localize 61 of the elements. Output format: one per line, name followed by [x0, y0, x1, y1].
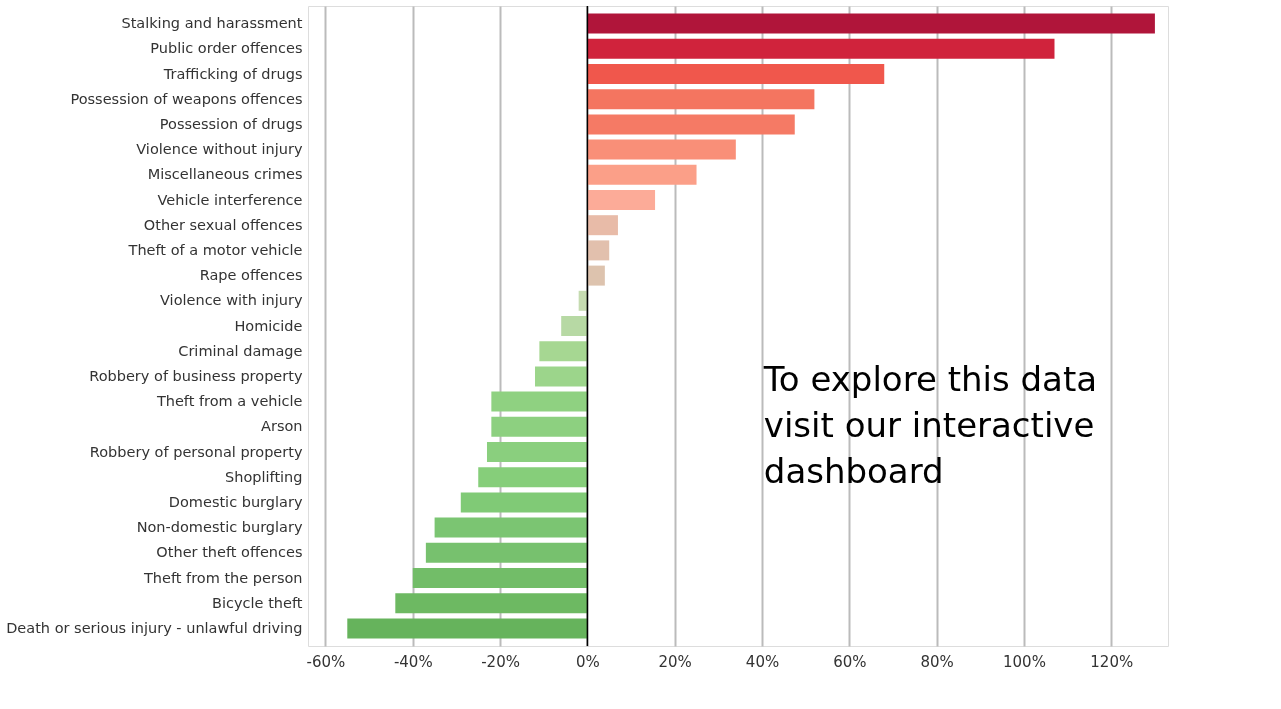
- y-tick-label: Arson: [261, 418, 303, 435]
- x-tick-label: 60%: [833, 652, 867, 671]
- x-tick-label: -20%: [481, 652, 520, 671]
- bar: [486, 442, 588, 462]
- y-tick-label: Miscellaneous crimes: [147, 166, 303, 183]
- bar: [425, 542, 588, 563]
- bar: [587, 139, 736, 160]
- bar: [460, 492, 588, 513]
- bar: [587, 64, 885, 84]
- bar: [587, 38, 1055, 59]
- x-tick-label: 20%: [658, 652, 692, 671]
- x-tick-label: 40%: [745, 652, 780, 671]
- y-tick-label: Robbery of business property: [89, 367, 303, 384]
- bar: [412, 568, 588, 588]
- bar: [587, 164, 697, 185]
- y-tick-label: Possession of drugs: [159, 115, 303, 132]
- y-tick-label: Criminal damage: [178, 342, 303, 359]
- y-tick-label: Non-domestic burglary: [136, 519, 303, 536]
- bar: [578, 290, 588, 311]
- annotation: To explore this data visit our interactive dashboard: [762, 359, 1098, 492]
- x-tick-label: -40%: [393, 652, 433, 671]
- bar: [587, 13, 1155, 34]
- bar: [587, 215, 618, 236]
- y-tick-label: Robbery of personal property: [89, 443, 303, 460]
- bar: [587, 240, 610, 261]
- y-tick-label: Vehicle interference: [157, 191, 303, 208]
- bar: [535, 366, 588, 387]
- bar: [561, 316, 588, 336]
- bar: [587, 114, 795, 135]
- y-tick-label: Other theft offences: [156, 544, 303, 561]
- x-tick-label: 0%: [575, 652, 600, 671]
- bar: [347, 618, 588, 639]
- bar: [587, 265, 605, 286]
- y-tick-label: Shoplifting: [225, 468, 303, 485]
- y-tick-label: Homicide: [234, 317, 303, 334]
- y-tick-label: Theft from a vehicle: [155, 393, 303, 410]
- x-tick-label: -60%: [306, 652, 346, 671]
- y-tick-label: Other sexual offences: [143, 216, 303, 233]
- x-tick-label: 80%: [920, 652, 954, 671]
- y-tick-label: Theft of a motor vehicle: [127, 241, 303, 258]
- x-tick-label: 120%: [1090, 652, 1134, 671]
- y-tick-label: Stalking and harassment: [121, 15, 303, 32]
- y-tick-label: Death or serious injury - unlawful driving: [6, 619, 303, 636]
- x-tick-label: 100%: [1002, 652, 1046, 671]
- bar: [478, 467, 588, 488]
- y-tick-label: Violence without injury: [136, 141, 303, 158]
- y-tick-label: Theft from the person: [142, 569, 303, 586]
- y-tick-label: Rape offences: [199, 267, 303, 284]
- bar: [491, 391, 588, 412]
- y-tick-label: Violence with injury: [160, 292, 303, 309]
- bar: [587, 190, 656, 210]
- y-tick-label: Domestic burglary: [168, 493, 303, 510]
- bar: [395, 593, 588, 614]
- bar: [539, 341, 588, 362]
- bar: [434, 517, 588, 538]
- bar: [587, 89, 815, 110]
- y-tick-label: Public order offences: [150, 40, 303, 57]
- y-tick-label: Trafficking of drugs: [162, 65, 303, 82]
- y-tick-label: Bicycle theft: [212, 594, 303, 611]
- bar: [491, 416, 588, 437]
- y-tick-label: Possession of weapons offences: [70, 90, 303, 107]
